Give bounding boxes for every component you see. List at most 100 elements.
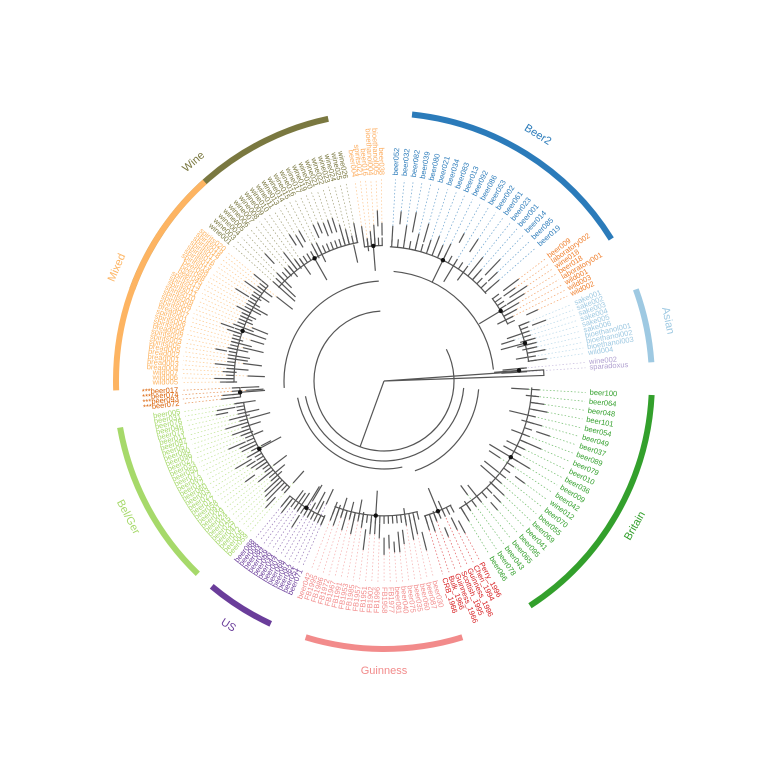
tip-label: sparadoxus: [589, 360, 629, 372]
leader-line: [381, 179, 383, 223]
leader-line: [541, 448, 570, 462]
leader-line: [394, 552, 397, 583]
sub-branch: [260, 461, 268, 467]
leader-line: [232, 480, 272, 516]
terminal-branch: [458, 233, 465, 244]
clade-arc-guinness: [304, 634, 464, 652]
leader-line: [182, 373, 248, 377]
leader-line: [293, 514, 318, 562]
sub-branch: [281, 484, 288, 492]
sub-branch: [527, 355, 537, 358]
sub-branch: [449, 505, 455, 513]
leader-line: [429, 530, 444, 575]
sub-branch: [229, 347, 238, 351]
leader-line: [517, 452, 562, 478]
sub-branch: [518, 322, 527, 327]
leader-line: [193, 434, 233, 450]
terminal-branch: [225, 423, 243, 430]
tip-label: wine002: [588, 355, 618, 367]
leader-line: [450, 199, 473, 245]
leader-line: [468, 520, 490, 554]
sub-branch: [490, 482, 498, 489]
stem-branch: [314, 257, 328, 281]
leader-line: [203, 289, 237, 307]
stem-branch: [258, 436, 282, 450]
tip-label: ***beer072: [143, 399, 180, 412]
sub-branch: [262, 464, 270, 470]
tip-label: FB1996: [372, 587, 382, 614]
sub-branch: [257, 285, 265, 292]
terminal-branch: [275, 464, 286, 473]
leader-line: [229, 472, 276, 512]
sub-branch: [239, 418, 248, 422]
terminal-branch: [327, 219, 333, 234]
support-dot: [371, 243, 376, 249]
leader-line: [503, 495, 531, 521]
sub-branch: [273, 477, 281, 484]
leader-line: [210, 277, 251, 303]
tip-labels: beer052beer032beer082beer039beer080beer0…: [142, 128, 635, 624]
sub-branch: [526, 346, 535, 350]
terminal-branch: [265, 496, 276, 509]
leader-line: [209, 468, 236, 484]
sub-branch: [316, 515, 322, 524]
leader-line: [524, 483, 548, 501]
terminal-branch: [235, 287, 250, 298]
terminal-branch: [246, 388, 264, 391]
leader-line: [194, 309, 234, 325]
sub-branch: [495, 477, 502, 484]
terminal-branch: [295, 489, 304, 501]
sub-branch: [472, 273, 479, 281]
terminal-branch: [312, 224, 320, 239]
sub-branch: [241, 424, 250, 429]
tip-label: spirits021: [352, 144, 365, 177]
leader-line: [524, 449, 566, 470]
leader-line: [322, 188, 333, 219]
leader-line: [289, 202, 312, 244]
terminal-branch: [244, 408, 260, 414]
tip-label: wild007: [152, 367, 179, 377]
terminal-branch: [409, 518, 415, 540]
stem-branch: [427, 487, 439, 512]
sub-branch: [255, 288, 263, 295]
sub-branch: [396, 239, 399, 248]
leader-line: [428, 186, 440, 224]
leader-line: [207, 281, 253, 307]
leader-line: [189, 325, 233, 339]
sub-branch: [499, 304, 507, 310]
sub-branch: [507, 319, 516, 325]
sub-branch: [329, 241, 334, 250]
leader-line: [188, 419, 230, 431]
tip-label: wild006: [152, 372, 179, 381]
leader-line: [328, 186, 340, 225]
sub-branch: [516, 445, 525, 450]
stem-branch: [242, 330, 267, 340]
terminal-branch: [399, 211, 402, 225]
sub-branch: [296, 504, 303, 512]
leader-line: [495, 478, 537, 515]
sub-branch: [351, 235, 354, 244]
terminal-branch: [484, 258, 501, 276]
terminal-branch: [216, 406, 236, 412]
sub-branch: [452, 258, 458, 267]
tip-label: wild005: [152, 377, 178, 386]
leader-line: [245, 507, 266, 529]
sub-branch: [288, 265, 295, 273]
sub-branch: [237, 411, 246, 415]
sub-branch: [236, 408, 245, 412]
terminal-branch: [215, 348, 228, 352]
stem-branch: [372, 245, 376, 271]
leader-line: [241, 237, 278, 274]
sub-branch: [230, 344, 239, 348]
sub-branch: [460, 507, 466, 515]
sub-branch: [404, 514, 407, 523]
sub-branch: [310, 512, 315, 520]
sub-branch: [370, 238, 373, 247]
leader-line: [406, 525, 416, 581]
tip-label: FB1958: [380, 587, 389, 613]
sub-branch: [232, 396, 241, 399]
support-dot: [522, 341, 528, 346]
stem-branch: [240, 389, 266, 393]
leader-line: [418, 184, 432, 234]
